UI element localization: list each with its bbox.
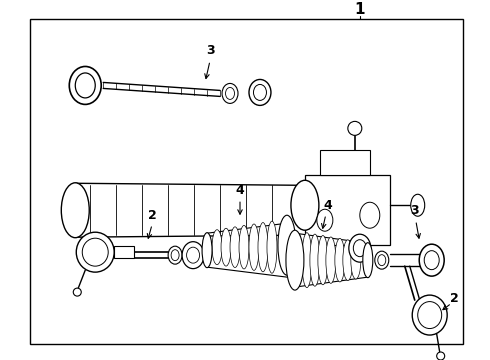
Bar [114, 246, 134, 258]
Ellipse shape [378, 255, 386, 266]
Ellipse shape [326, 237, 336, 283]
Ellipse shape [171, 250, 179, 261]
Ellipse shape [351, 241, 361, 279]
Ellipse shape [187, 247, 199, 263]
Ellipse shape [74, 288, 81, 296]
Ellipse shape [302, 233, 312, 288]
Ellipse shape [348, 121, 362, 135]
Ellipse shape [222, 84, 238, 103]
Ellipse shape [375, 251, 389, 269]
Text: 4: 4 [236, 184, 245, 197]
Ellipse shape [253, 85, 267, 100]
Ellipse shape [412, 295, 447, 335]
Ellipse shape [225, 87, 235, 99]
Ellipse shape [82, 238, 108, 266]
Ellipse shape [343, 240, 353, 280]
Ellipse shape [249, 224, 259, 270]
Ellipse shape [335, 238, 345, 282]
Text: 3: 3 [206, 44, 214, 57]
Ellipse shape [267, 221, 277, 273]
Text: 4: 4 [323, 199, 332, 212]
Ellipse shape [61, 183, 89, 238]
Ellipse shape [221, 228, 231, 266]
Ellipse shape [418, 302, 441, 329]
Ellipse shape [363, 243, 373, 278]
Bar [305, 175, 390, 245]
Ellipse shape [349, 234, 371, 262]
Ellipse shape [258, 222, 268, 272]
Ellipse shape [437, 352, 445, 360]
Bar [320, 150, 370, 175]
Ellipse shape [419, 244, 444, 276]
Text: 2: 2 [148, 209, 156, 222]
Ellipse shape [182, 242, 204, 269]
Ellipse shape [353, 240, 367, 257]
Text: 2: 2 [450, 292, 459, 305]
Ellipse shape [202, 233, 212, 267]
Ellipse shape [76, 232, 114, 272]
Bar [30, 19, 463, 344]
Ellipse shape [249, 80, 271, 105]
Ellipse shape [318, 235, 328, 285]
Ellipse shape [69, 67, 101, 104]
Ellipse shape [230, 227, 240, 267]
Ellipse shape [278, 215, 296, 275]
Text: 1: 1 [355, 2, 365, 17]
Text: 3: 3 [411, 204, 419, 217]
Ellipse shape [286, 230, 304, 290]
Ellipse shape [291, 180, 319, 230]
Ellipse shape [424, 251, 439, 270]
Ellipse shape [360, 202, 380, 228]
Ellipse shape [411, 194, 425, 216]
Ellipse shape [239, 225, 249, 269]
Ellipse shape [310, 234, 320, 286]
Ellipse shape [212, 230, 222, 265]
Ellipse shape [317, 209, 333, 231]
Ellipse shape [168, 246, 182, 264]
Ellipse shape [75, 73, 95, 98]
